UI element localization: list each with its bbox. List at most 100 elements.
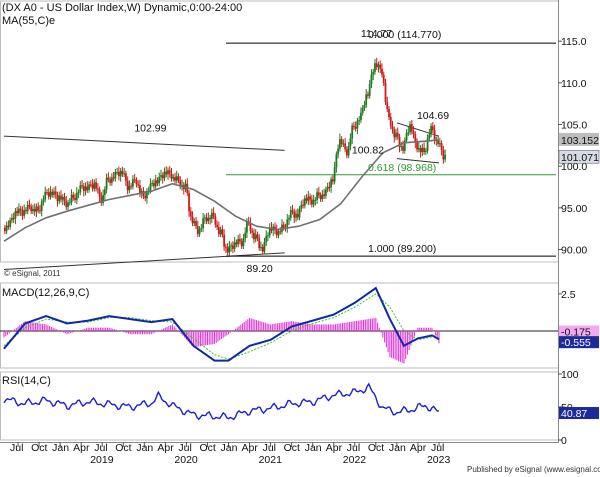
candle-body bbox=[28, 204, 31, 207]
candle-body bbox=[267, 235, 269, 237]
price-tick-label: 115.0 bbox=[561, 36, 587, 48]
candle-body bbox=[184, 183, 187, 190]
candle-body bbox=[165, 171, 168, 175]
candle-body bbox=[58, 195, 61, 202]
trendline bbox=[3, 252, 285, 270]
candle-body bbox=[210, 212, 213, 220]
candle-body bbox=[354, 127, 357, 129]
candle-body bbox=[405, 133, 408, 141]
macd-value: -0.555 bbox=[561, 337, 591, 349]
candle-body bbox=[195, 221, 197, 227]
time-tick-label: Oct bbox=[199, 442, 215, 454]
candle-body bbox=[174, 177, 176, 181]
candle-body bbox=[444, 154, 447, 160]
candle-body bbox=[349, 138, 352, 147]
candle-body bbox=[198, 229, 201, 235]
candle-body bbox=[303, 198, 306, 206]
candle-body bbox=[370, 74, 373, 84]
rsi-line bbox=[3, 382, 440, 421]
candle-body bbox=[114, 172, 117, 179]
candle-body bbox=[398, 136, 401, 147]
candle-body bbox=[177, 176, 180, 181]
candle-body bbox=[275, 230, 278, 236]
year-label: 2021 bbox=[259, 454, 283, 466]
candle-body bbox=[67, 202, 69, 207]
candle-body bbox=[365, 94, 368, 106]
price-tick-label: 110.0 bbox=[561, 78, 587, 90]
last-price-box bbox=[559, 132, 599, 146]
candle-body bbox=[291, 210, 294, 212]
candle-body bbox=[403, 140, 406, 151]
price-tick-label: 95.00 bbox=[561, 203, 587, 215]
candle-body bbox=[288, 217, 290, 220]
candle-body bbox=[175, 176, 178, 181]
fib-level-label: 0.618 (98.968) bbox=[368, 162, 436, 174]
price-annotation: 114.77 bbox=[361, 28, 392, 40]
candle-body bbox=[389, 117, 392, 127]
candle-body bbox=[342, 143, 345, 145]
candle-body bbox=[407, 132, 410, 134]
candle-body bbox=[251, 230, 254, 233]
rsi-label: RSI(14,C) bbox=[2, 375, 51, 387]
candle-body bbox=[330, 179, 333, 188]
candle-body bbox=[347, 146, 350, 156]
candle-body bbox=[75, 192, 78, 200]
candle-body bbox=[110, 177, 113, 183]
time-tick-label: Oct bbox=[115, 442, 131, 454]
candle-body bbox=[12, 218, 15, 220]
candle-body bbox=[42, 199, 45, 202]
candle-body bbox=[421, 147, 424, 153]
candle-body bbox=[77, 192, 80, 194]
candle-body bbox=[265, 235, 268, 242]
candle-body bbox=[137, 184, 140, 186]
candle-body bbox=[282, 224, 285, 228]
candle-body bbox=[344, 143, 347, 150]
candle-body bbox=[172, 177, 175, 179]
candle-body bbox=[430, 126, 432, 135]
candle-body bbox=[391, 126, 394, 130]
candle-body bbox=[7, 225, 10, 227]
rsi-value-box bbox=[559, 407, 599, 420]
candle-body bbox=[324, 189, 327, 196]
candle-body bbox=[107, 177, 110, 180]
candle-body bbox=[54, 191, 57, 195]
candle-body bbox=[163, 171, 166, 179]
candle-body bbox=[191, 216, 194, 224]
last-close-label: 101.071 bbox=[561, 152, 599, 164]
candle-body bbox=[153, 183, 155, 187]
candle-body bbox=[216, 224, 219, 228]
time-tick-label: Jan bbox=[389, 442, 406, 454]
candle-body bbox=[338, 139, 341, 149]
candle-body bbox=[372, 71, 375, 75]
candle-body bbox=[233, 242, 236, 249]
candle-body bbox=[375, 63, 378, 68]
candle-body bbox=[396, 132, 399, 137]
candle-body bbox=[240, 241, 243, 247]
candle-body bbox=[237, 239, 240, 245]
fib-level-label: 1.000 (89.200) bbox=[368, 243, 436, 255]
year-label: 2019 bbox=[90, 454, 114, 466]
candle-body bbox=[149, 183, 152, 191]
candle-body bbox=[209, 217, 211, 220]
time-tick-label: Oct bbox=[368, 442, 384, 454]
candle-body bbox=[323, 194, 325, 196]
year-label: 2020 bbox=[174, 454, 198, 466]
candle-body bbox=[360, 112, 362, 121]
candle-body bbox=[296, 213, 299, 218]
time-tick-label: Jul bbox=[94, 442, 107, 454]
candle-body bbox=[331, 179, 334, 182]
year-label: 2022 bbox=[343, 454, 367, 466]
candle-body bbox=[103, 189, 106, 195]
candle-body bbox=[179, 180, 182, 187]
candle-body bbox=[437, 139, 440, 145]
macd-signal-value-box bbox=[559, 325, 599, 338]
price-panel-frame bbox=[0, 0, 559, 263]
candle-body bbox=[109, 179, 112, 183]
candle-body bbox=[307, 196, 310, 201]
candle-body bbox=[310, 199, 313, 205]
rsi-value: 40.87 bbox=[561, 408, 587, 420]
macd-label: MACD(12,26,9,C) bbox=[2, 287, 89, 299]
candle-body bbox=[400, 146, 403, 148]
candle-body bbox=[60, 195, 62, 200]
time-tick-label: Oct bbox=[31, 442, 47, 454]
